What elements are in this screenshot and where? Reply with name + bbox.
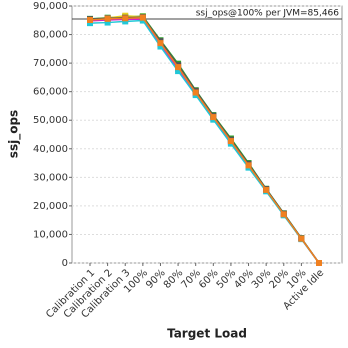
y-tick-label: 60,000 [33,87,68,98]
x-tick-label: 20% [268,267,292,291]
data-point [157,43,164,50]
data-point [175,64,182,71]
y-tick-label: 70,000 [33,58,68,69]
data-point [175,68,182,75]
data-point [298,235,305,242]
x-tick-label: 70% [179,267,203,291]
x-axis-title: Target Load [167,327,247,341]
data-point [104,19,111,26]
x-tick-label: 80% [162,267,186,291]
data-point [87,20,93,27]
y-tick-label: 30,000 [33,172,68,183]
reference-label: ssj_ops@100% per JVM=85,466 [196,8,340,18]
x-tick-label: 30% [250,267,274,291]
y-tick-label: 90,000 [33,1,68,12]
x-tick-label: 90% [144,267,168,291]
data-point [122,18,129,25]
data-point [227,138,234,145]
x-tick-label: 60% [197,267,221,291]
data-point [139,14,146,21]
data-point [280,211,287,218]
y-tick-label: 80,000 [33,30,68,41]
data-point [157,40,164,47]
data-point [210,114,217,121]
data-point [122,15,129,22]
plot-area [71,5,343,264]
y-tick-label: 50,000 [33,115,68,126]
x-tick-label: 50% [215,267,239,291]
series [87,14,322,266]
data-point [104,15,111,22]
data-point [245,162,252,169]
x-tick-label: 40% [232,267,256,291]
y-tick-label: 40,000 [33,144,68,155]
y-axis-title: ssj_ops [7,110,22,158]
y-tick-label: 20,000 [33,201,68,212]
data-point [87,16,93,23]
data-point [263,186,270,193]
y-tick-label: 0 [62,258,68,269]
y-tick-label: 10,000 [33,229,68,240]
data-point [316,260,322,266]
data-point [192,89,199,96]
